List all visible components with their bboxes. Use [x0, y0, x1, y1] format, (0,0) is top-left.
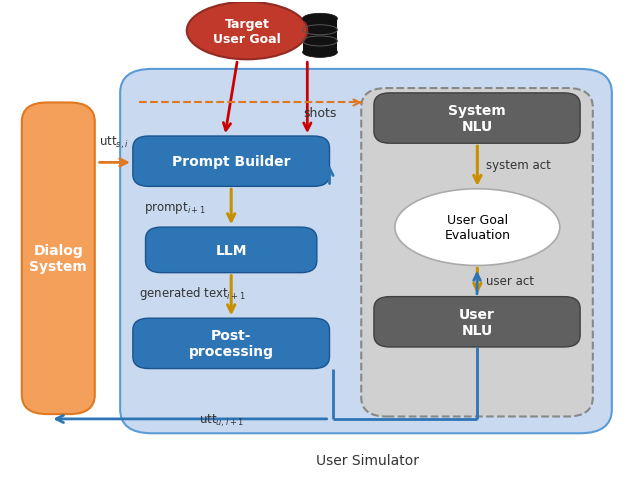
Text: system act: system act	[486, 159, 551, 172]
FancyBboxPatch shape	[133, 137, 330, 187]
Text: Prompt Builder: Prompt Builder	[172, 155, 291, 169]
Ellipse shape	[303, 48, 337, 58]
Text: user act: user act	[486, 275, 534, 287]
Text: utt$_{s,i}$: utt$_{s,i}$	[99, 135, 129, 151]
Ellipse shape	[187, 3, 307, 60]
Text: shots: shots	[303, 107, 337, 120]
Ellipse shape	[303, 14, 337, 25]
FancyBboxPatch shape	[303, 19, 337, 53]
FancyBboxPatch shape	[133, 318, 330, 369]
FancyBboxPatch shape	[120, 70, 612, 433]
FancyBboxPatch shape	[374, 94, 580, 144]
FancyBboxPatch shape	[374, 297, 580, 347]
FancyBboxPatch shape	[22, 103, 95, 414]
Text: User Goal
Evaluation: User Goal Evaluation	[444, 213, 510, 242]
Text: LLM: LLM	[216, 243, 247, 257]
Text: User Simulator: User Simulator	[316, 453, 419, 467]
Ellipse shape	[395, 189, 560, 266]
FancyBboxPatch shape	[145, 227, 317, 273]
Text: utt$_{u,i+1}$: utt$_{u,i+1}$	[199, 411, 244, 428]
FancyBboxPatch shape	[361, 89, 593, 417]
Text: System
NLU: System NLU	[448, 104, 506, 134]
Text: Dialog
System: Dialog System	[29, 243, 87, 274]
Text: prompt$_{i+1}$: prompt$_{i+1}$	[144, 199, 206, 215]
Text: generated text$_{i+1}$: generated text$_{i+1}$	[139, 285, 246, 302]
Text: Target
User Goal: Target User Goal	[213, 17, 281, 45]
Text: Post-
processing: Post- processing	[189, 329, 274, 359]
Text: User
NLU: User NLU	[459, 307, 495, 337]
